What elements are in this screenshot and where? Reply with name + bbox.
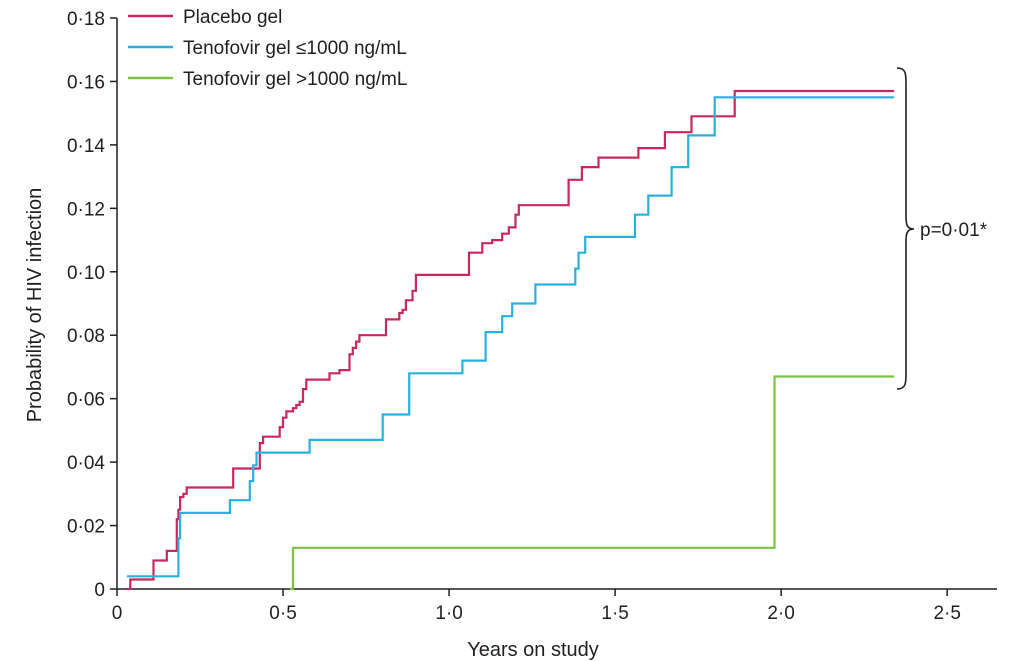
x-tick-label: 0 — [112, 603, 123, 624]
y-tick-label: 0·16 — [67, 72, 105, 93]
y-tick-label: 0·04 — [67, 453, 105, 474]
y-axis-label: Probability of HIV infection — [24, 188, 46, 423]
y-tick-label: 0·10 — [67, 263, 105, 284]
y-tick-label: 0·18 — [67, 9, 105, 30]
y-tick-label: 0·14 — [67, 136, 105, 157]
y-tick-label: 0 — [94, 580, 105, 601]
series-layer — [127, 89, 895, 591]
series-line-1 — [127, 96, 895, 578]
x-tick-label: 1·0 — [435, 603, 462, 624]
x-tick-label: 1·5 — [601, 603, 628, 624]
x-tick-label: 2·5 — [933, 603, 960, 624]
brace-bracket — [896, 67, 915, 390]
annotation-layer: p=0·01* — [896, 67, 988, 390]
axes: 0 0·02 0·04 0·06 0·08 0·10 0·12 0·14 0·16 0·18 0 0·… — [67, 9, 997, 624]
legend-label: Tenofovir gel ≤1000 ng/mL — [183, 38, 407, 59]
x-axis-label: Years on study — [467, 639, 599, 661]
x-tick-label: 2·0 — [767, 603, 794, 624]
legend-label: Placebo gel — [183, 7, 282, 28]
y-tick-label: 0·06 — [67, 390, 105, 411]
legend: Placebo gel Tenofovir gel ≤1000 ng/mL Teno… — [128, 7, 407, 90]
y-tick-label: 0·08 — [67, 326, 105, 347]
p-value-annotation: p=0·01* — [920, 220, 988, 241]
series-line-2 — [289, 375, 895, 591]
y-tick-label: 0·12 — [67, 199, 105, 220]
y-tick-label: 0·02 — [67, 517, 105, 538]
x-tick-label: 0·5 — [269, 603, 296, 624]
series-line-0 — [127, 89, 895, 591]
legend-label: Tenofovir gel >1000 ng/mL — [183, 69, 407, 90]
